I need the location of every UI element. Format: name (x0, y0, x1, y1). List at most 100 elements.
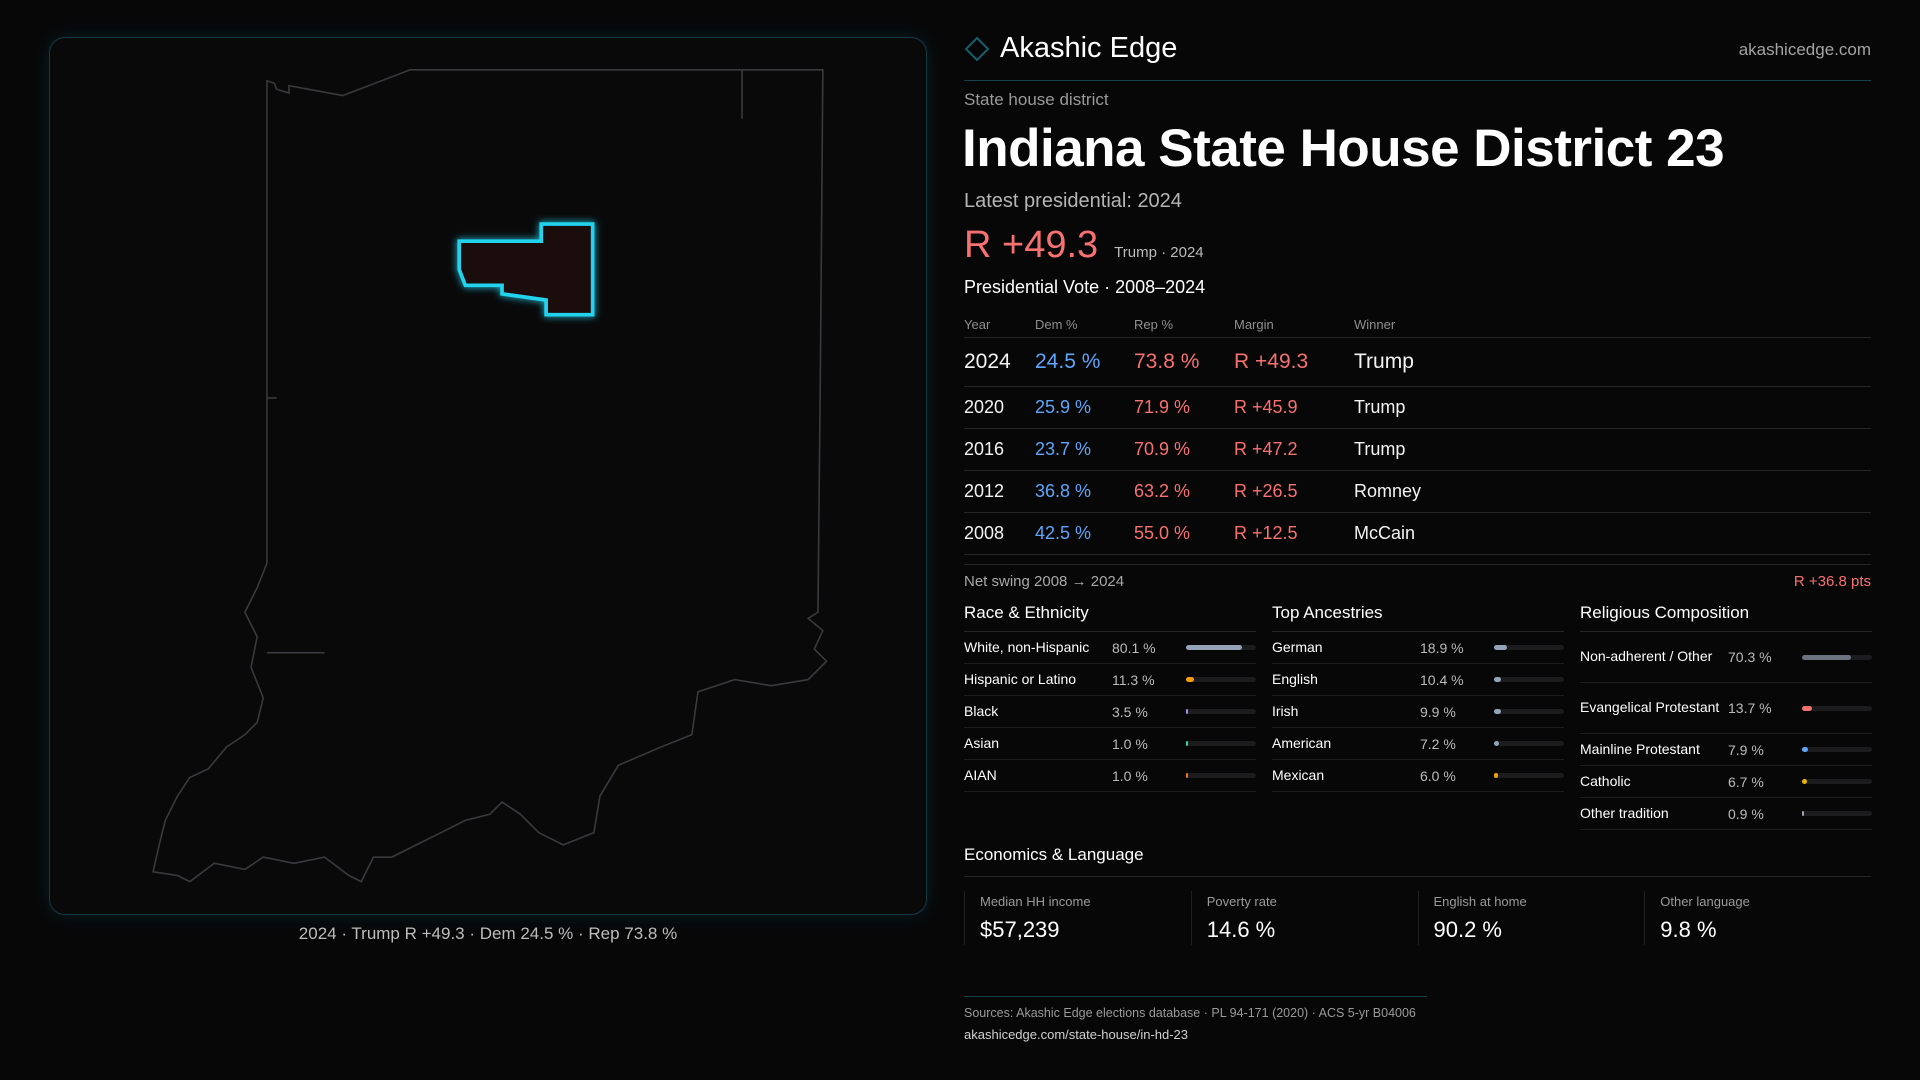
net-swing-label: Net swing 2008 → 2024 (964, 573, 1125, 590)
list-item: Evangelical Protestant 13.7 % (1580, 683, 1872, 734)
list-item: Non-adherent / Other 70.3 % (1580, 632, 1872, 683)
card-label: Poverty rate (1206, 894, 1277, 909)
column-header: Dem % (1035, 317, 1078, 332)
econ-card: Median HH income $57,239 (964, 891, 1191, 945)
card-value: 90.2 % (1433, 917, 1503, 942)
list-item: American 7.2 % (1272, 728, 1564, 760)
item-label: German (1272, 638, 1323, 655)
site-link[interactable]: akashicedge.com (1738, 40, 1871, 59)
diamond-icon (964, 36, 990, 61)
item-bar-fill (1494, 709, 1501, 714)
table-cell: 23.7 % (1035, 439, 1092, 459)
item-bar-fill (1186, 773, 1189, 778)
item-bar (1186, 709, 1256, 714)
map-caption: 2024 · Trump R +49.3 · Dem 24.5 % · Rep … (298, 924, 678, 943)
item-bar-fill (1494, 677, 1502, 682)
table-row: 2020 25.9 % 71.9 % R +45.9 Trump (964, 387, 1871, 429)
item-label: Other tradition (1580, 804, 1669, 821)
item-value: 6.0 % (1420, 767, 1456, 784)
item-bar (1494, 741, 1564, 746)
item-value: 9.9 % (1420, 703, 1456, 720)
item-label: Non-adherent / Other (1580, 648, 1713, 665)
econ-card: Poverty rate 14.6 % (1190, 891, 1418, 945)
item-value: 18.9 % (1420, 639, 1464, 656)
item-label: Evangelical Protestant (1580, 699, 1720, 716)
item-bar (1186, 677, 1256, 682)
item-bar (1186, 645, 1256, 650)
table-cell: 55.0 % (1134, 523, 1191, 543)
item-label: Mexican (1272, 766, 1325, 783)
item-bar (1802, 705, 1872, 711)
list-item: Mexican 6.0 % (1272, 760, 1564, 792)
table-cell: R +45.9 (1234, 397, 1298, 417)
econ-card: Other language 9.8 % (1644, 891, 1871, 945)
table-cell: McCain (1354, 523, 1416, 543)
net-swing-value: R +36.8 pts (1793, 573, 1871, 590)
headline-margin: R +49.3 Trump · 2024 (964, 224, 1204, 267)
item-bar-fill (1802, 654, 1852, 660)
item-value: 80.1 % (1112, 639, 1156, 656)
table-cell: Trump (1354, 350, 1414, 373)
table-cell: R +49.3 (1234, 350, 1309, 373)
item-bar-fill (1186, 741, 1189, 746)
vote-table-title: Presidential Vote · 2008–2024 (964, 277, 1206, 297)
item-value: 7.2 % (1420, 735, 1456, 752)
item-label: White, non-Hispanic (964, 638, 1090, 655)
table-cell: 70.9 % (1134, 439, 1191, 459)
list-item: AIAN 1.0 % (964, 760, 1256, 792)
item-bar-fill (1802, 705, 1812, 711)
item-bar-fill (1802, 811, 1805, 816)
item-value: 7.9 % (1728, 741, 1764, 758)
item-bar (1186, 741, 1256, 746)
page-title: Indiana State House District 23 (962, 119, 1725, 178)
ancestry-title: Top Ancestries (1272, 603, 1564, 632)
table-cell: 71.9 % (1134, 397, 1191, 417)
item-value: 10.4 % (1420, 671, 1464, 688)
item-value: 11.3 % (1112, 671, 1155, 688)
table-cell: R +47.2 (1234, 439, 1298, 459)
table-cell: Romney (1354, 481, 1422, 501)
latest-presidential: Latest presidential: 2024 (964, 190, 1182, 212)
table-cell: R +12.5 (1234, 523, 1298, 543)
column-header: Winner (1354, 317, 1396, 332)
table-cell: Trump (1354, 439, 1406, 459)
item-bar (1494, 709, 1564, 714)
map-panel[interactable] (49, 37, 927, 915)
margin-sub: Trump · 2024 (1114, 244, 1204, 261)
table-cell: 2008 (964, 523, 1005, 543)
item-label: AIAN (964, 766, 997, 783)
religion-section: Religious Composition Non-adherent / Oth… (1580, 603, 1872, 830)
item-bar-fill (1186, 677, 1194, 682)
item-bar (1802, 747, 1872, 752)
table-cell: 36.8 % (1035, 481, 1092, 501)
table-cell: R +26.5 (1234, 481, 1298, 501)
header-divider (964, 80, 1871, 81)
table-cell: 2020 (964, 397, 1005, 417)
item-bar-fill (1494, 773, 1499, 778)
card-label: Other language (1660, 894, 1750, 909)
brand-logo[interactable]: Akashic Edge (964, 32, 1177, 65)
column-header: Year (964, 317, 991, 332)
item-bar (1802, 811, 1872, 816)
table-cell: 2024 (964, 350, 1011, 373)
list-item: Mainline Protestant 7.9 % (1580, 734, 1872, 766)
religion-title: Religious Composition (1580, 603, 1872, 632)
table-cell: 73.8 % (1134, 350, 1200, 373)
item-value: 70.3 % (1728, 649, 1772, 665)
item-label: Catholic (1580, 772, 1631, 789)
table-row: 2016 23.7 % 70.9 % R +47.2 Trump (964, 429, 1871, 471)
econ-card: English at home 90.2 % (1417, 891, 1645, 945)
page-url[interactable]: akashicedge.com/state-house/in-hd-23 (964, 1027, 1189, 1042)
item-bar-fill (1802, 747, 1808, 752)
table-cell: Trump (1354, 397, 1406, 417)
item-bar (1494, 645, 1564, 650)
table-row: 2008 42.5 % 55.0 % R +12.5 McCain (964, 513, 1871, 555)
item-value: 3.5 % (1112, 703, 1148, 720)
table-cell: 2016 (964, 439, 1005, 459)
list-item: Asian 1.0 % (964, 728, 1256, 760)
list-item: Black 3.5 % (964, 696, 1256, 728)
item-bar (1186, 773, 1256, 778)
list-item: Other tradition 0.9 % (1580, 798, 1872, 830)
item-value: 13.7 % (1728, 700, 1772, 716)
econ-title: Economics & Language (964, 845, 1871, 877)
